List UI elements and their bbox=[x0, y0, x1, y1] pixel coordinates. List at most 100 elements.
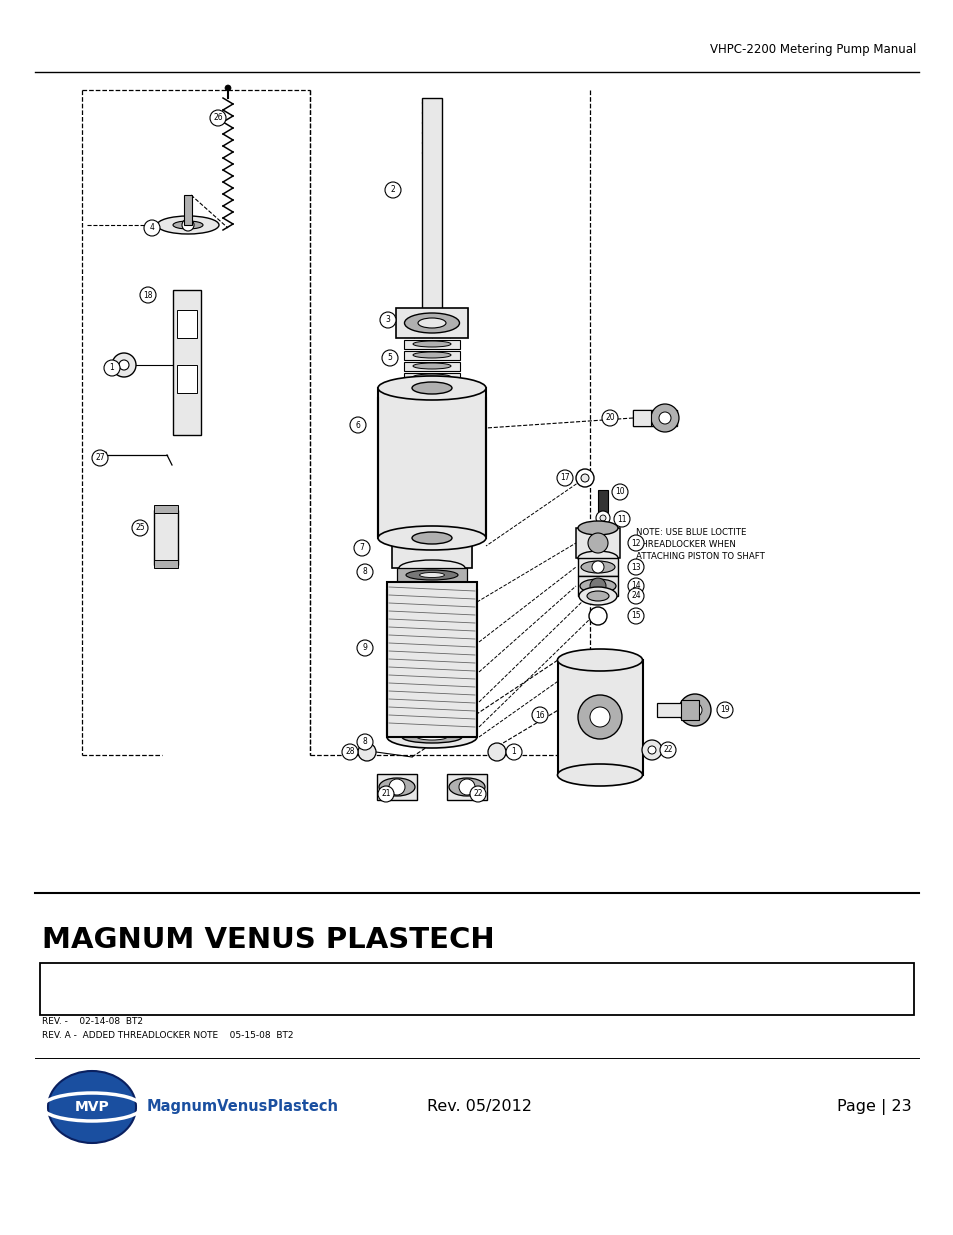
Circle shape bbox=[377, 785, 394, 802]
Ellipse shape bbox=[579, 579, 616, 593]
Ellipse shape bbox=[412, 532, 452, 543]
Bar bbox=[633, 410, 650, 426]
Circle shape bbox=[119, 359, 129, 370]
Text: MagnumVenusPlastech: MagnumVenusPlastech bbox=[147, 1099, 338, 1114]
Ellipse shape bbox=[416, 734, 447, 740]
Circle shape bbox=[659, 742, 676, 758]
Text: 9: 9 bbox=[362, 643, 367, 652]
Bar bbox=[578, 576, 618, 597]
Circle shape bbox=[210, 110, 226, 126]
Ellipse shape bbox=[406, 571, 457, 580]
Circle shape bbox=[470, 785, 485, 802]
Bar bbox=[40, 963, 913, 1015]
Ellipse shape bbox=[419, 573, 444, 578]
Bar bbox=[576, 529, 619, 558]
Text: 27: 27 bbox=[95, 453, 105, 462]
Text: 17: 17 bbox=[559, 473, 569, 483]
Circle shape bbox=[614, 511, 629, 527]
Text: 5: 5 bbox=[387, 353, 392, 363]
Ellipse shape bbox=[413, 374, 451, 380]
Circle shape bbox=[596, 511, 609, 525]
Circle shape bbox=[576, 469, 594, 487]
Bar bbox=[153, 505, 178, 513]
Text: 8: 8 bbox=[362, 568, 367, 577]
Text: NOTE: USE BLUE LOCTITE
THREADLOCKER WHEN
ATTACHING PISTON TO SHAFT: NOTE: USE BLUE LOCTITE THREADLOCKER WHEN… bbox=[636, 529, 764, 561]
Text: REV. A -  ADDED THREADLOCKER NOTE    05-15-08  BT2: REV. A - ADDED THREADLOCKER NOTE 05-15-0… bbox=[42, 1031, 294, 1041]
Circle shape bbox=[505, 743, 521, 760]
Text: 16: 16 bbox=[535, 710, 544, 720]
Circle shape bbox=[580, 474, 588, 482]
Text: 24: 24 bbox=[631, 592, 640, 600]
Circle shape bbox=[104, 359, 120, 375]
Circle shape bbox=[379, 312, 395, 329]
Bar bbox=[421, 98, 441, 310]
Text: 3: 3 bbox=[385, 315, 390, 325]
Bar bbox=[403, 373, 459, 382]
Bar bbox=[172, 290, 201, 435]
Ellipse shape bbox=[404, 312, 459, 333]
Ellipse shape bbox=[578, 587, 617, 605]
Circle shape bbox=[641, 740, 661, 760]
Text: 14: 14 bbox=[631, 582, 640, 590]
Text: 28: 28 bbox=[345, 747, 355, 757]
Text: 18: 18 bbox=[143, 290, 152, 300]
Circle shape bbox=[627, 535, 643, 551]
Text: MVP: MVP bbox=[74, 1100, 110, 1114]
Bar bbox=[177, 310, 196, 338]
Ellipse shape bbox=[578, 521, 618, 535]
Ellipse shape bbox=[378, 778, 415, 797]
Ellipse shape bbox=[413, 341, 451, 347]
Bar bbox=[153, 510, 178, 564]
Bar bbox=[558, 659, 642, 776]
Circle shape bbox=[225, 85, 231, 91]
Circle shape bbox=[592, 561, 603, 573]
Text: 20: 20 bbox=[604, 414, 614, 422]
Text: 7: 7 bbox=[359, 543, 364, 552]
Text: 2: 2 bbox=[390, 185, 395, 194]
Bar bbox=[177, 366, 196, 393]
Ellipse shape bbox=[387, 726, 476, 748]
Circle shape bbox=[717, 701, 732, 718]
Bar bbox=[395, 308, 468, 338]
Text: Rev. 05/2012: Rev. 05/2012 bbox=[427, 1099, 532, 1114]
Circle shape bbox=[647, 746, 656, 755]
Text: 10: 10 bbox=[615, 488, 624, 496]
Ellipse shape bbox=[48, 1071, 136, 1144]
Circle shape bbox=[389, 779, 405, 795]
Circle shape bbox=[385, 182, 400, 198]
Circle shape bbox=[532, 706, 547, 722]
Text: 8: 8 bbox=[362, 737, 367, 746]
Text: 22: 22 bbox=[473, 789, 482, 799]
Ellipse shape bbox=[413, 363, 451, 369]
Circle shape bbox=[578, 695, 621, 739]
Ellipse shape bbox=[449, 778, 484, 797]
Bar bbox=[403, 362, 459, 370]
Text: 1: 1 bbox=[511, 747, 516, 757]
Text: 22: 22 bbox=[662, 746, 672, 755]
Text: REV. -    02-14-08  BT2: REV. - 02-14-08 BT2 bbox=[42, 1018, 143, 1026]
Ellipse shape bbox=[578, 551, 618, 564]
Text: Assy - Catalyst Pump: Assy - Catalyst Pump bbox=[68, 981, 258, 998]
Circle shape bbox=[650, 404, 679, 432]
Bar bbox=[184, 195, 192, 225]
Circle shape bbox=[557, 471, 573, 487]
Circle shape bbox=[599, 515, 605, 521]
Circle shape bbox=[612, 484, 627, 500]
Ellipse shape bbox=[398, 532, 464, 548]
Circle shape bbox=[140, 287, 156, 303]
Ellipse shape bbox=[580, 561, 615, 573]
Circle shape bbox=[132, 520, 148, 536]
Circle shape bbox=[627, 588, 643, 604]
Text: 19: 19 bbox=[720, 705, 729, 715]
Circle shape bbox=[91, 450, 108, 466]
Bar bbox=[392, 540, 472, 568]
Text: VHPC-2200-ADH: VHPC-2200-ADH bbox=[757, 981, 904, 998]
Bar bbox=[387, 582, 476, 737]
Circle shape bbox=[627, 578, 643, 594]
Circle shape bbox=[587, 534, 607, 553]
Circle shape bbox=[182, 219, 193, 231]
Text: 11: 11 bbox=[617, 515, 626, 524]
Bar bbox=[633, 410, 677, 426]
Bar bbox=[447, 774, 486, 800]
Circle shape bbox=[488, 743, 505, 761]
